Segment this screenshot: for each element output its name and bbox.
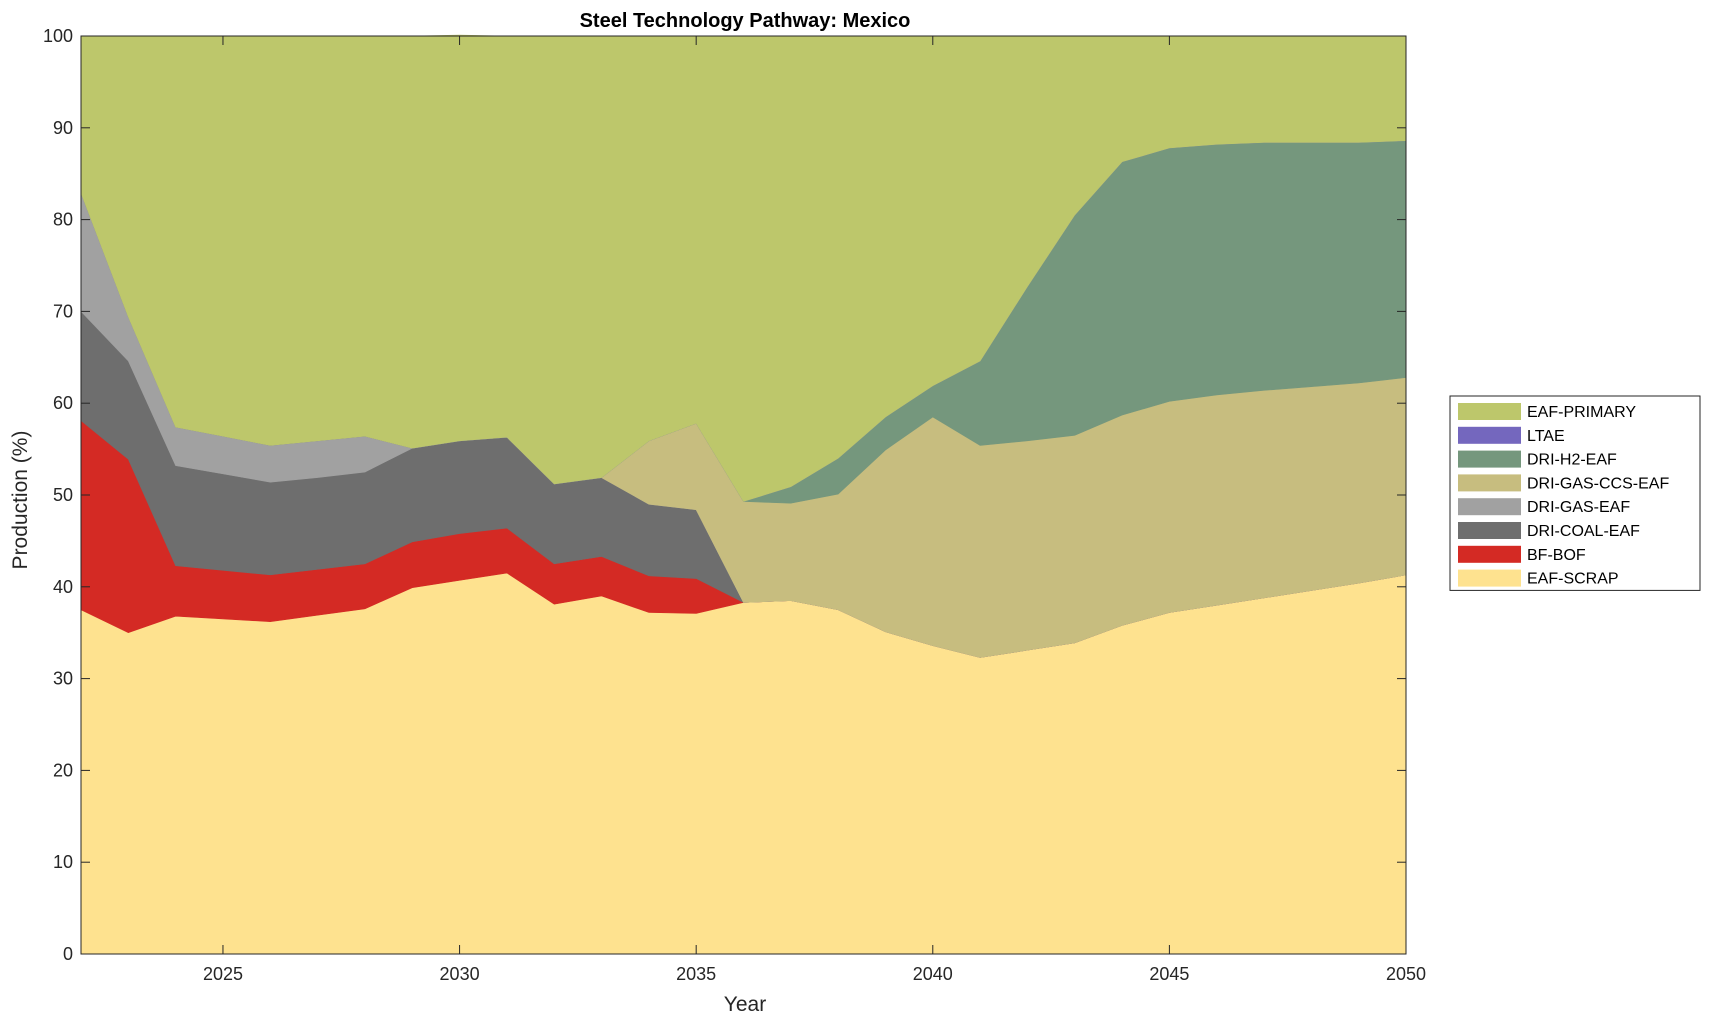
x-tick-label: 2025 [203,964,243,984]
legend: EAF-PRIMARY LTAE DRI-H2-EAF DRI-GAS-CCS-EAF… [1449,395,1701,591]
y-tick-label: 70 [53,301,73,321]
legend-swatch-dri-h2-eaf [1458,450,1521,468]
y-tick-label: 30 [53,669,73,689]
legend-label-eaf-primary: EAF-PRIMARY [1527,404,1636,421]
y-tick-label: 20 [53,760,73,780]
chart-title: Steel Technology Pathway: Mexico [580,10,911,32]
x-tick-label: 2040 [913,964,953,984]
legend-swatch-dri-gas-eaf [1458,498,1521,516]
y-tick-label: 10 [53,852,73,872]
area-eaf-scrap [80,572,1407,955]
legend-label-dri-gas-ccs-eaf: DRI-GAS-CCS-EAF [1527,475,1669,492]
y-tick-label: 50 [53,485,73,505]
legend-label-dri-coal-eaf: DRI-COAL-EAF [1527,523,1640,540]
x-tick-label: 2035 [676,964,716,984]
x-axis-label: Year [724,993,766,1016]
y-axis: 0 10 20 30 40 50 60 70 80 90 100 [43,26,1406,964]
legend-label-dri-h2-eaf: DRI-H2-EAF [1527,452,1617,469]
y-axis-label: Production (%) [9,431,32,570]
legend-label-eaf-scrap: EAF-SCRAP [1527,571,1619,588]
legend-label-dri-gas-eaf: DRI-GAS-EAF [1527,499,1630,516]
y-tick-label: 0 [63,944,73,964]
legend-swatch-eaf-scrap [1458,569,1521,587]
legend-swatch-dri-gas-ccs-eaf [1458,474,1521,492]
legend-label-ltae: LTAE [1527,428,1565,445]
x-axis: 2025 2030 2035 2040 2045 2050 [203,36,1426,984]
legend-label-bf-bof: BF-BOF [1527,547,1586,564]
y-tick-label: 90 [53,118,73,138]
legend-swatch-dri-coal-eaf [1458,522,1521,539]
legend-swatch-bf-bof [1458,545,1521,563]
y-tick-label: 80 [53,210,73,230]
y-tick-label: 100 [43,26,73,46]
legend-swatch-eaf-primary [1458,403,1521,420]
x-tick-label: 2045 [1149,964,1189,984]
x-tick-label: 2050 [1386,964,1426,984]
legend-swatch-ltae [1458,426,1521,444]
plot-area-group [80,34,1407,955]
x-tick-label: 2030 [440,964,480,984]
y-tick-label: 60 [53,393,73,413]
y-tick-label: 40 [53,577,73,597]
